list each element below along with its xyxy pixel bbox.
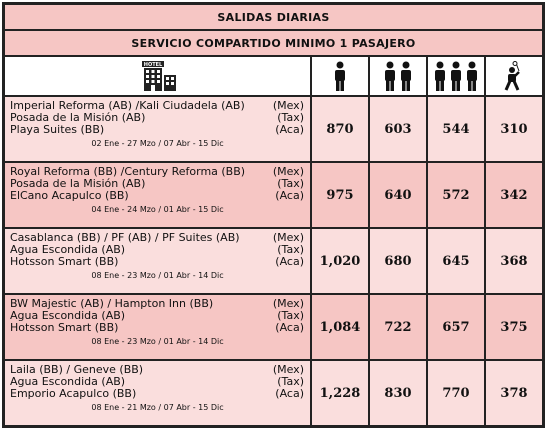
price-child: 375 <box>485 294 543 360</box>
hotel-header-cell: HOTEL <box>4 56 311 96</box>
hotel-cell: Imperial Reforma (AB) /Kali Ciudadela (A… <box>4 96 311 162</box>
title-row: SALIDAS DIARIAS <box>4 4 543 30</box>
city-code: (Tax) <box>277 375 304 388</box>
city-code: (Mex) <box>272 231 304 244</box>
hotel-line: Casablanca (BB) / PF (AB) / PF Suites (A… <box>10 232 305 244</box>
city-code: (Tax) <box>277 243 304 256</box>
price-triple: 657 <box>427 294 485 360</box>
table-row: Casablanca (BB) / PF (AB) / PF Suites (A… <box>4 228 543 294</box>
price-child: 310 <box>485 96 543 162</box>
hotel-name: Agua Escondida (AB) <box>10 243 126 256</box>
date-range: 02 Ene - 27 Mzo / 07 Abr - 15 Dic <box>91 139 224 148</box>
hotel-name: Casablanca (BB) / PF (AB) / PF Suites (A… <box>10 231 240 244</box>
hotel-name: Posada de la Misión (AB) <box>10 177 146 190</box>
city-code: (Aca) <box>275 387 304 400</box>
city-code: (Tax) <box>277 309 304 322</box>
city-code: (Aca) <box>275 189 304 202</box>
three-persons-icon <box>435 61 477 91</box>
table-row: BW Majestic (AB) / Hampton Inn (BB) (Mex)… <box>4 294 543 360</box>
hotel-name: Playa Suites (BB) <box>10 123 105 136</box>
child-icon <box>504 61 520 91</box>
price-child: 342 <box>485 162 543 228</box>
price-triple: 544 <box>427 96 485 162</box>
price-child: 378 <box>485 360 543 426</box>
table-row: Imperial Reforma (AB) /Kali Ciudadela (A… <box>4 96 543 162</box>
hotel-name: Royal Reforma (BB) /Century Reforma (BB) <box>10 165 246 178</box>
city-code: (Tax) <box>277 177 304 190</box>
table-subtitle: SERVICIO COMPARTIDO MINIMO 1 PASAJERO <box>4 30 543 56</box>
hotel-line: Agua Escondida (AB) (Tax) <box>10 376 305 388</box>
hotel-line: BW Majestic (AB) / Hampton Inn (BB) (Mex) <box>10 298 305 310</box>
hotel-line: ElCano Acapulco (BB) (Aca) <box>10 190 305 202</box>
hotel-name: Imperial Reforma (AB) /Kali Ciudadela (A… <box>10 99 245 112</box>
hotel-name: Laila (BB) / Geneve (BB) <box>10 363 144 376</box>
hotel-cell: Casablanca (BB) / PF (AB) / PF Suites (A… <box>4 228 311 294</box>
price-single: 975 <box>311 162 369 228</box>
subtitle-row: SERVICIO COMPARTIDO MINIMO 1 PASAJERO <box>4 30 543 56</box>
hotel-name: Posada de la Misión (AB) <box>10 111 146 124</box>
hotel-name: BW Majestic (AB) / Hampton Inn (BB) <box>10 297 214 310</box>
city-code: (Aca) <box>275 123 304 136</box>
hotel-sign-text: HOTEL <box>143 62 162 68</box>
price-single: 870 <box>311 96 369 162</box>
hotel-line: Agua Escondida (AB) (Tax) <box>10 244 305 256</box>
price-single: 1,228 <box>311 360 369 426</box>
city-code: (Aca) <box>275 255 304 268</box>
city-code: (Mex) <box>272 363 304 376</box>
hotel-line: Posada de la Misión (AB) (Tax) <box>10 178 305 190</box>
table-row: Royal Reforma (BB) /Century Reforma (BB)… <box>4 162 543 228</box>
hotel-line: Playa Suites (BB) (Aca) <box>10 124 305 136</box>
hotel-line: Posada de la Misión (AB) (Tax) <box>10 112 305 124</box>
child-header-cell <box>485 56 543 96</box>
hotel-cell: Laila (BB) / Geneve (BB) (Mex) Agua Escon… <box>4 360 311 426</box>
hotel-line: Royal Reforma (BB) /Century Reforma (BB)… <box>10 166 305 178</box>
hotel-line: Laila (BB) / Geneve (BB) (Mex) <box>10 364 305 376</box>
hotel-line: Imperial Reforma (AB) /Kali Ciudadela (A… <box>10 100 305 112</box>
price-double: 640 <box>369 162 427 228</box>
hotel-name: Emporio Acapulco (BB) <box>10 387 137 400</box>
table-row: Laila (BB) / Geneve (BB) (Mex) Agua Escon… <box>4 360 543 426</box>
hotel-line: Hotsson Smart (BB) (Aca) <box>10 256 305 268</box>
city-code: (Mex) <box>272 165 304 178</box>
icon-header-row: HOTEL <box>4 56 543 96</box>
price-triple: 572 <box>427 162 485 228</box>
double-header-cell <box>369 56 427 96</box>
hotel-line: Agua Escondida (AB) (Tax) <box>10 310 305 322</box>
city-code: (Mex) <box>272 99 304 112</box>
price-single: 1,020 <box>311 228 369 294</box>
hotel-line: Hotsson Smart (BB) (Aca) <box>10 322 305 334</box>
hotel-line: Emporio Acapulco (BB) (Aca) <box>10 388 305 400</box>
price-single: 1,084 <box>311 294 369 360</box>
two-persons-icon <box>385 61 411 91</box>
hotel-name: Agua Escondida (AB) <box>10 309 126 322</box>
one-person-icon <box>335 61 345 91</box>
hotel-name: Hotsson Smart (BB) <box>10 321 119 334</box>
price-double: 722 <box>369 294 427 360</box>
single-header-cell <box>311 56 369 96</box>
hotel-icon: HOTEL <box>141 61 176 91</box>
date-range: 08 Ene - 23 Mzo / 01 Abr - 14 Dic <box>91 271 224 280</box>
date-range: 04 Ene - 24 Mzo / 01 Abr - 15 Dic <box>91 205 224 214</box>
price-triple: 770 <box>427 360 485 426</box>
hotel-name: Agua Escondida (AB) <box>10 375 126 388</box>
price-double: 603 <box>369 96 427 162</box>
triple-header-cell <box>427 56 485 96</box>
hotel-cell: BW Majestic (AB) / Hampton Inn (BB) (Mex)… <box>4 294 311 360</box>
hotel-cell: Royal Reforma (BB) /Century Reforma (BB)… <box>4 162 311 228</box>
city-code: (Mex) <box>272 297 304 310</box>
price-double: 830 <box>369 360 427 426</box>
date-range: 08 Ene - 21 Mzo / 07 Abr - 15 Dic <box>91 403 224 412</box>
date-range: 08 Ene - 23 Mzo / 01 Abr - 14 Dic <box>91 337 224 346</box>
table-title: SALIDAS DIARIAS <box>4 4 543 30</box>
city-code: (Tax) <box>277 111 304 124</box>
hotel-name: Hotsson Smart (BB) <box>10 255 119 268</box>
hotel-name: ElCano Acapulco (BB) <box>10 189 129 202</box>
price-child: 368 <box>485 228 543 294</box>
price-triple: 645 <box>427 228 485 294</box>
city-code: (Aca) <box>275 321 304 334</box>
price-double: 680 <box>369 228 427 294</box>
